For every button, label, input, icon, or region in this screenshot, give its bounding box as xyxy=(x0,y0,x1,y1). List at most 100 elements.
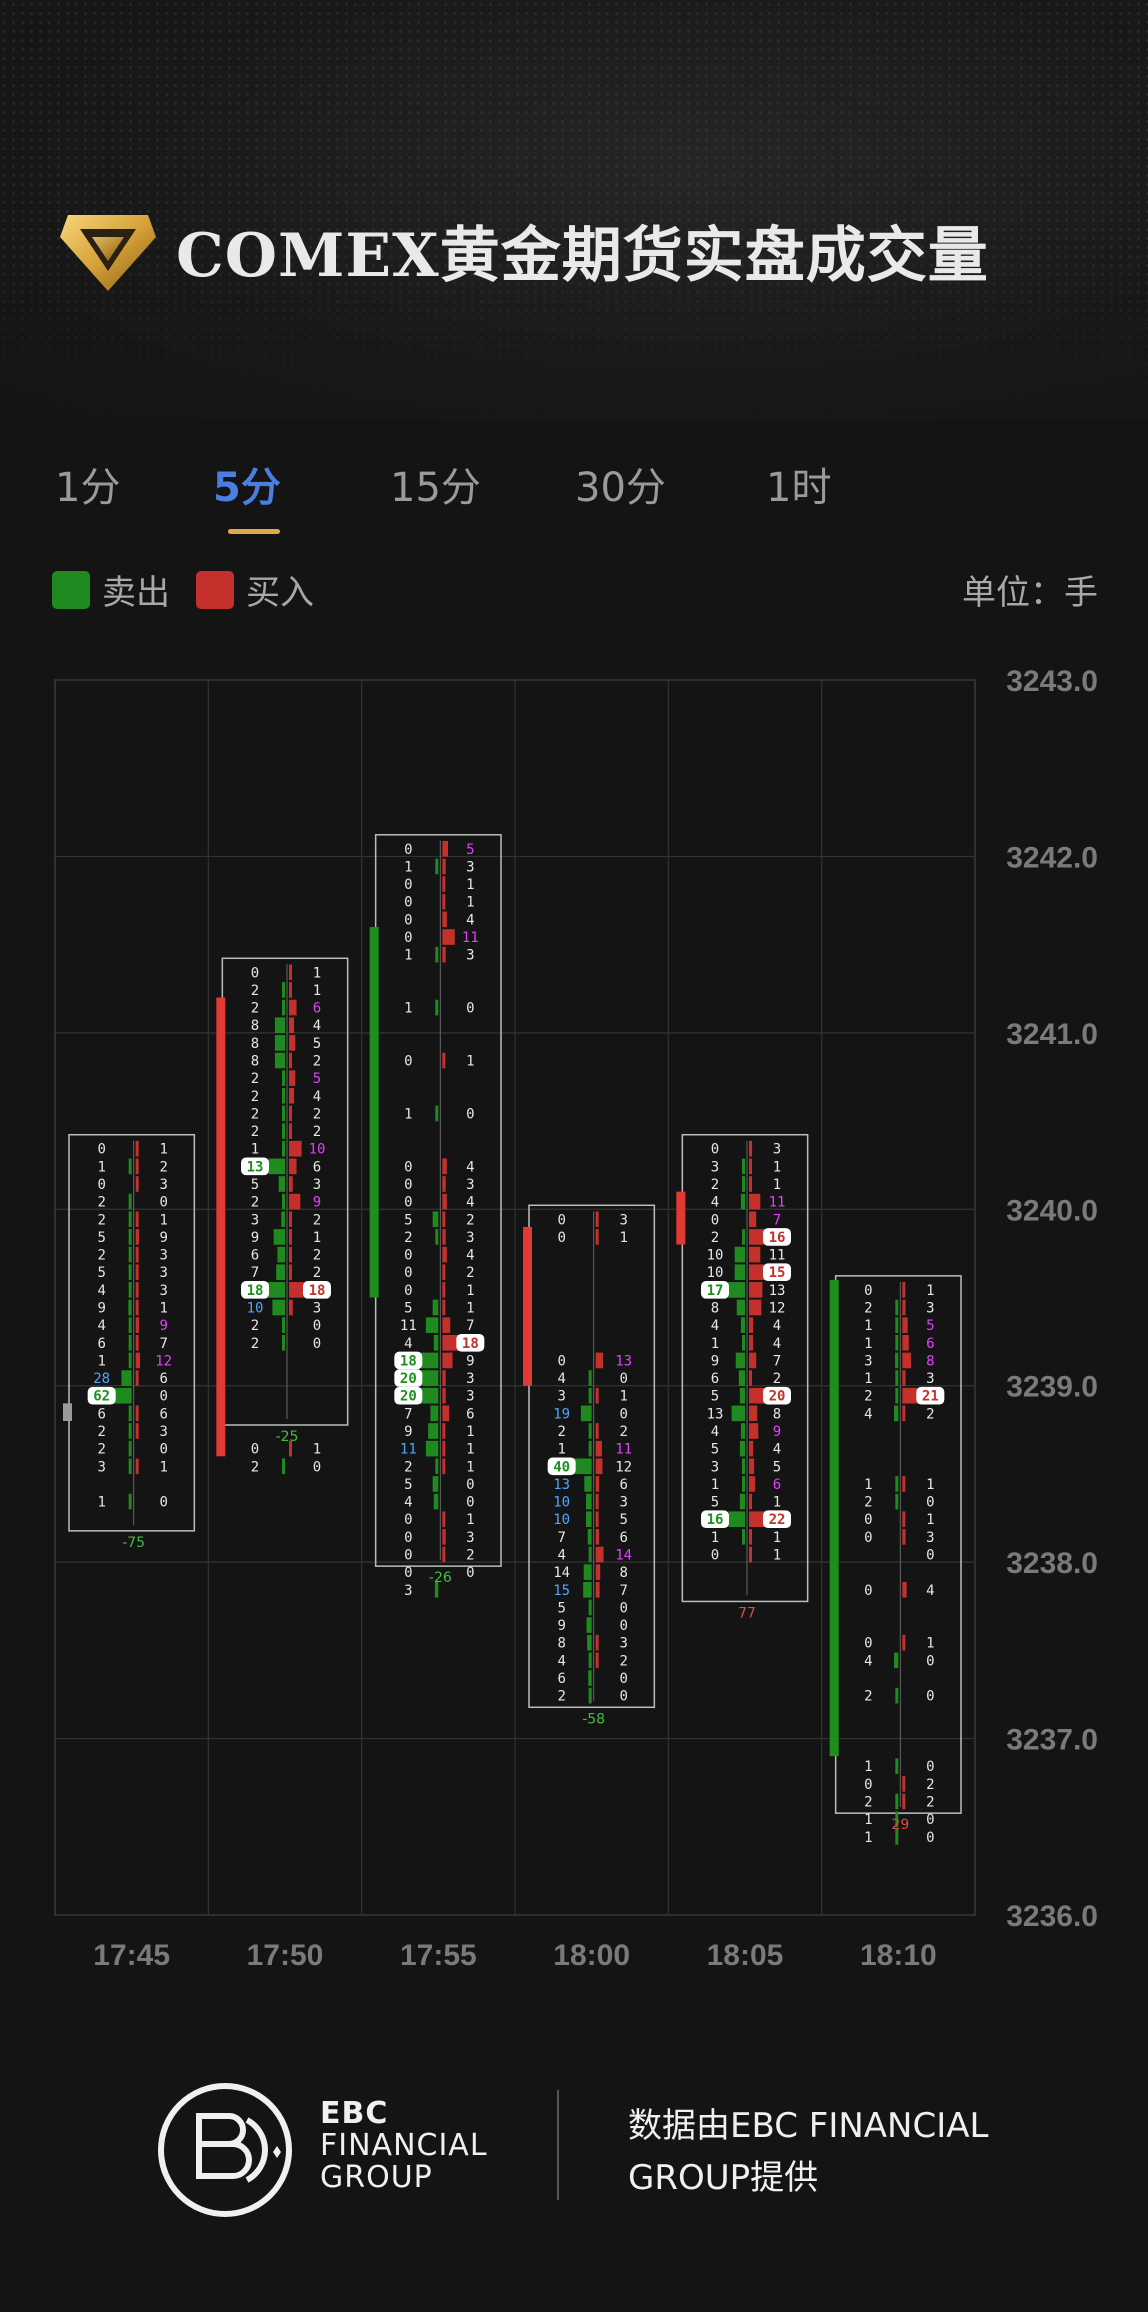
sell-bar xyxy=(584,1476,592,1492)
buy-volume-label: 13 xyxy=(769,1283,786,1299)
buy-volume-label: 2 xyxy=(313,1124,321,1140)
buy-volume-label: 0 xyxy=(926,1495,934,1511)
buy-bar xyxy=(442,1370,446,1386)
buy-volume-label: 1 xyxy=(619,1389,627,1405)
buy-volume-label: 7 xyxy=(159,1336,167,1352)
buy-bar xyxy=(442,1176,446,1192)
sell-highlight xyxy=(394,1386,423,1405)
buy-bar xyxy=(749,1229,766,1245)
buy-bar xyxy=(135,1246,139,1263)
buy-volume-label: 5 xyxy=(773,1459,781,1475)
sell-bar xyxy=(735,1352,745,1369)
buy-volume-label: 4 xyxy=(926,1583,934,1599)
buy-volume-label: 20 xyxy=(769,1389,786,1405)
buy-bar xyxy=(749,1405,758,1422)
buy-volume-label: 12 xyxy=(769,1301,786,1317)
tab-5min[interactable]: 5分 xyxy=(213,465,281,511)
sell-bar xyxy=(728,1511,745,1528)
buy-bar xyxy=(135,1317,139,1333)
sell-bar xyxy=(128,1299,132,1316)
sell-bar xyxy=(742,1229,745,1245)
delta-label: -25 xyxy=(276,1429,299,1445)
sell-bar xyxy=(895,1317,899,1333)
buy-bar xyxy=(289,1246,292,1263)
y-tick-label: 3243.0 xyxy=(1006,665,1098,698)
sell-volume-label: 1 xyxy=(864,1759,872,1775)
sell-bar xyxy=(741,1458,745,1475)
tab-15min[interactable]: 15分 xyxy=(390,465,481,511)
sell-volume-label: 1 xyxy=(864,1318,872,1334)
x-tick-label: 17:50 xyxy=(247,1939,324,1972)
candle-body xyxy=(216,997,226,1457)
sell-volume-label: 1 xyxy=(404,948,412,964)
tab-1hour[interactable]: 1时 xyxy=(766,465,832,511)
buy-bar xyxy=(135,1458,139,1475)
sell-bar xyxy=(428,1423,439,1439)
buy-bar xyxy=(442,1440,446,1457)
page-title: COMEX黄金期货实盘成交量 xyxy=(176,220,989,291)
candle-body xyxy=(829,1279,839,1757)
footprint-box xyxy=(68,1133,196,1532)
buy-bar xyxy=(749,1334,754,1351)
tab-30min[interactable]: 30分 xyxy=(575,465,666,511)
sell-volume-label: 0 xyxy=(404,912,412,928)
sell-volume-label: 4 xyxy=(404,1336,412,1352)
buy-highlight xyxy=(763,1228,791,1246)
delta-label: -26 xyxy=(429,1570,452,1586)
buy-volume-label: 11 xyxy=(462,930,479,946)
footprint-box xyxy=(834,1275,962,1814)
sell-bar xyxy=(742,1476,745,1492)
buy-volume-label: 0 xyxy=(926,1759,934,1775)
buy-volume-label: 6 xyxy=(313,1159,321,1175)
buy-bar xyxy=(902,1282,906,1298)
sell-volume-label: 2 xyxy=(251,983,259,999)
buy-bar xyxy=(902,1405,906,1422)
sell-bar xyxy=(895,1828,899,1845)
sell-bar xyxy=(128,1211,132,1228)
buy-volume-label: 8 xyxy=(926,1353,934,1369)
sell-volume-label: 2 xyxy=(97,1195,105,1211)
buy-volume-label: 4 xyxy=(466,912,474,928)
sell-bar xyxy=(583,1564,592,1580)
buy-bar xyxy=(289,1052,292,1069)
buy-bar xyxy=(289,1105,292,1122)
buy-volume-label: 4 xyxy=(466,1159,474,1175)
sell-volume-label: 13 xyxy=(707,1406,724,1422)
buy-bar xyxy=(135,1352,141,1369)
tab-1min[interactable]: 1分 xyxy=(55,465,121,511)
buy-bar xyxy=(442,911,447,928)
sell-volume-label: 0 xyxy=(97,1142,105,1158)
buy-bar xyxy=(902,1334,909,1351)
buy-volume-label: 5 xyxy=(313,1071,321,1087)
sell-volume-label: 0 xyxy=(404,930,412,946)
buy-volume-label: 0 xyxy=(159,1195,167,1211)
buy-bar xyxy=(135,1282,139,1298)
sell-highlight xyxy=(241,1281,269,1299)
delta-label: -58 xyxy=(582,1711,605,1727)
delta-label: 29 xyxy=(891,1817,909,1833)
buy-bar xyxy=(442,1158,447,1175)
sell-swatch xyxy=(52,570,90,609)
buy-volume-label: 0 xyxy=(926,1830,934,1846)
buy-volume-label: 3 xyxy=(926,1301,934,1317)
sell-volume-label: 20 xyxy=(400,1371,417,1387)
buy-volume-label: 6 xyxy=(619,1530,627,1546)
buy-bar xyxy=(135,1176,139,1192)
sell-volume-label: 3 xyxy=(711,1159,719,1175)
buy-bar xyxy=(749,1440,754,1457)
buy-volume-label: 4 xyxy=(773,1442,781,1458)
sell-bar xyxy=(895,1793,899,1810)
buy-volume-label: 6 xyxy=(926,1336,934,1352)
sell-volume-label: 2 xyxy=(251,1195,259,1211)
sell-volume-label: 9 xyxy=(97,1301,105,1317)
buy-volume-label: 8 xyxy=(619,1565,627,1581)
sell-label: 卖出 xyxy=(102,573,170,613)
sell-highlight xyxy=(241,1157,269,1176)
buy-volume-label: 21 xyxy=(922,1389,939,1405)
sell-volume-label: 10 xyxy=(553,1512,570,1528)
buy-volume-label: 2 xyxy=(466,1548,474,1564)
sell-bar xyxy=(282,999,285,1016)
sell-bar xyxy=(586,1493,592,1510)
buy-bar xyxy=(289,1158,297,1175)
buy-volume-label: 1 xyxy=(466,1283,474,1299)
